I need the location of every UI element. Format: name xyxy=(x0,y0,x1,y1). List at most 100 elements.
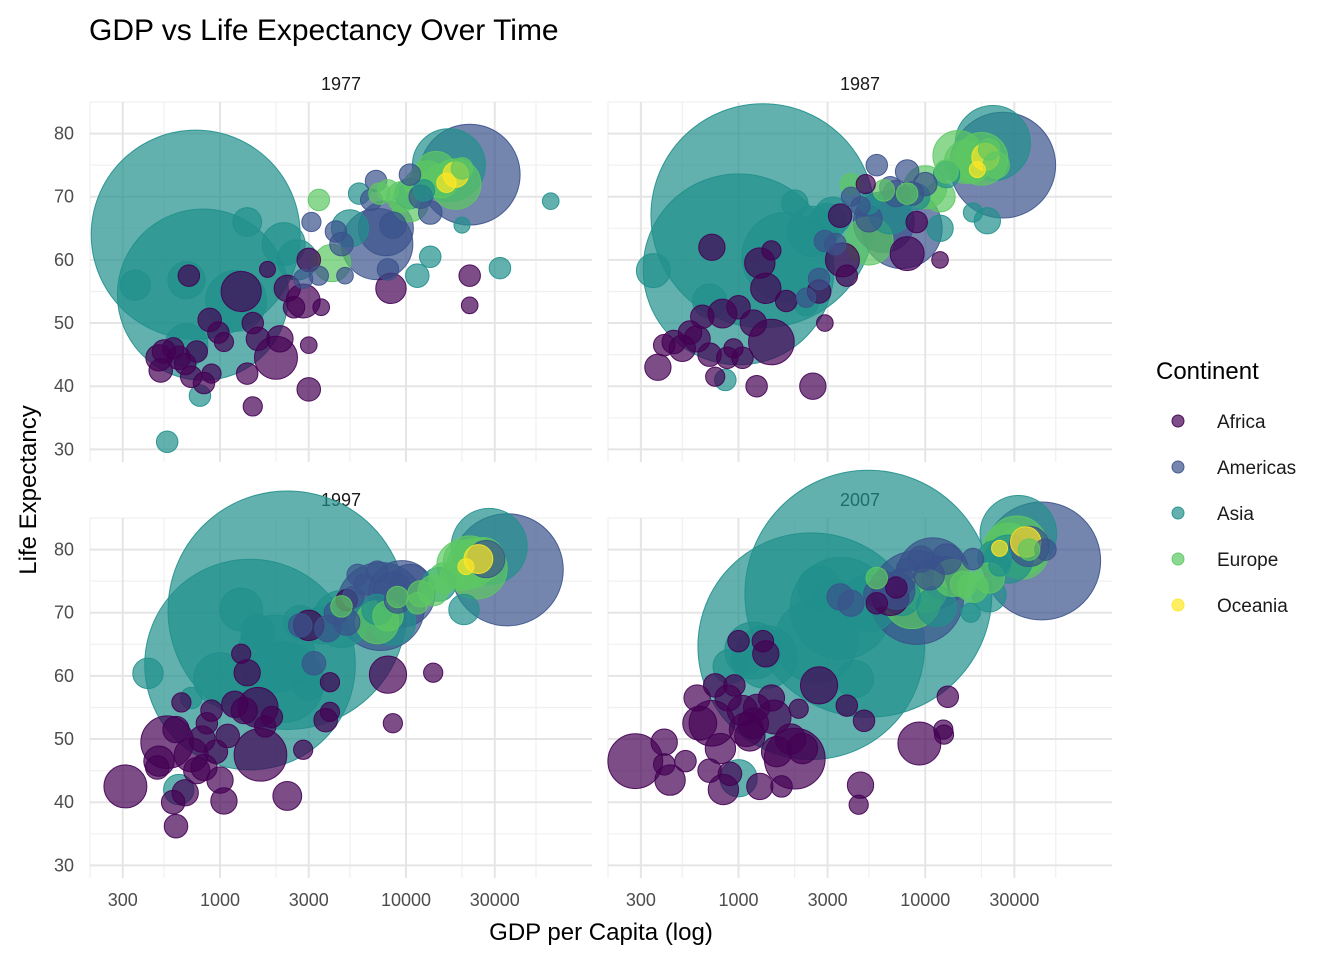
data-point-africa xyxy=(213,331,235,353)
data-point-americas xyxy=(301,211,322,233)
data-point-americas xyxy=(398,163,422,186)
data-point-africa xyxy=(727,629,750,653)
data-point-asia xyxy=(453,216,471,234)
data-point-africa xyxy=(160,789,186,815)
x-tick-label: 3000 xyxy=(289,890,329,910)
legend: Continent Africa Americas Asia Europe Oceania xyxy=(1156,358,1296,617)
facet-panel-2007: 2007300100030001000030000 xyxy=(607,469,1112,910)
data-point-africa xyxy=(644,353,672,381)
data-point-asia xyxy=(412,179,436,202)
data-point-africa xyxy=(704,732,737,765)
data-point-africa xyxy=(185,340,209,363)
data-point-africa xyxy=(200,699,223,722)
data-point-africa xyxy=(163,813,189,839)
data-point-americas xyxy=(961,547,985,571)
y-tick-label: 50 xyxy=(54,313,74,333)
data-point-africa xyxy=(312,298,331,317)
data-point-europe xyxy=(376,179,400,202)
data-point-africa xyxy=(690,304,715,330)
data-point-africa xyxy=(460,296,479,315)
data-point-asia xyxy=(962,202,984,223)
data-point-africa xyxy=(770,775,793,798)
data-point-americas xyxy=(930,543,963,575)
legend-label-asia: Asia xyxy=(1217,504,1254,525)
data-point-africa xyxy=(717,761,743,787)
data-point-oceania xyxy=(457,558,475,576)
data-point-africa xyxy=(905,210,928,234)
y-tick-label: 80 xyxy=(54,540,74,560)
data-point-americas xyxy=(301,650,327,676)
x-tick-label: 10000 xyxy=(900,890,950,910)
legend-key-asia xyxy=(1171,506,1185,520)
data-point-africa xyxy=(746,772,774,801)
data-point-oceania xyxy=(991,539,1009,557)
data-point-asia xyxy=(293,669,325,702)
data-point-africa xyxy=(855,173,876,195)
data-point-africa xyxy=(936,685,960,708)
data-point-africa xyxy=(231,643,252,664)
data-point-africa xyxy=(827,203,853,228)
data-point-europe xyxy=(865,566,889,590)
data-point-africa xyxy=(423,662,444,683)
data-point-africa xyxy=(258,260,276,278)
data-point-europe xyxy=(977,138,1001,161)
y-tick-label: 80 xyxy=(54,124,74,144)
data-point-africa xyxy=(230,696,258,725)
data-point-americas xyxy=(287,613,313,638)
data-point-asia xyxy=(781,189,809,217)
y-axis-title: Life Expectancy xyxy=(15,405,42,574)
legend-key-americas xyxy=(1171,460,1185,474)
data-point-europe xyxy=(934,159,959,184)
data-point-americas xyxy=(807,267,831,291)
data-point-americas xyxy=(865,153,889,177)
x-tick-label: 1000 xyxy=(200,890,240,910)
legend-label-africa: Africa xyxy=(1217,412,1266,433)
data-point-asia xyxy=(232,207,263,237)
data-point-africa xyxy=(272,780,303,811)
data-point-africa xyxy=(885,576,908,599)
data-point-africa xyxy=(458,264,481,287)
data-point-africa xyxy=(293,739,314,760)
data-point-americas xyxy=(912,171,938,197)
data-point-europe xyxy=(307,188,331,212)
data-point-asia xyxy=(155,430,179,454)
x-tick-label: 300 xyxy=(108,890,138,910)
facet-strip-label: 1977 xyxy=(321,74,361,94)
data-point-africa xyxy=(835,694,859,717)
data-point-americas xyxy=(837,589,865,617)
x-tick-label: 30000 xyxy=(989,890,1039,910)
data-point-africa xyxy=(652,333,676,357)
data-point-africa xyxy=(210,787,238,815)
data-point-africa xyxy=(299,336,318,354)
legend-key-africa xyxy=(1171,414,1185,428)
data-point-africa xyxy=(319,701,341,723)
data-point-europe xyxy=(386,585,409,609)
data-point-asia xyxy=(240,614,276,650)
data-point-americas xyxy=(365,560,389,583)
facet-strip-label: 1987 xyxy=(840,74,880,94)
legend-label-americas: Americas xyxy=(1217,458,1296,479)
x-tick-label: 3000 xyxy=(808,890,848,910)
y-tick-label: 70 xyxy=(54,187,74,207)
data-point-oceania xyxy=(968,161,986,179)
legend-label-europe: Europe xyxy=(1217,550,1278,571)
data-point-asia xyxy=(960,602,981,623)
x-tick-label: 300 xyxy=(626,890,656,910)
x-tick-label: 1000 xyxy=(719,890,759,910)
chart-title: GDP vs Life Expectancy Over Time xyxy=(89,14,559,47)
data-point-africa xyxy=(148,358,173,383)
x-axis-title: GDP per Capita (log) xyxy=(489,919,713,946)
data-point-africa xyxy=(296,377,322,402)
data-point-africa xyxy=(145,755,170,780)
legend-key-oceania xyxy=(1171,598,1185,612)
data-point-americas xyxy=(824,232,847,256)
data-point-asia xyxy=(405,263,430,288)
data-point-asia xyxy=(448,593,480,626)
data-point-africa xyxy=(215,723,240,749)
data-point-asia xyxy=(835,659,875,699)
data-point-africa xyxy=(650,728,678,756)
data-point-europe xyxy=(949,570,978,598)
y-tick-label: 70 xyxy=(54,603,74,623)
